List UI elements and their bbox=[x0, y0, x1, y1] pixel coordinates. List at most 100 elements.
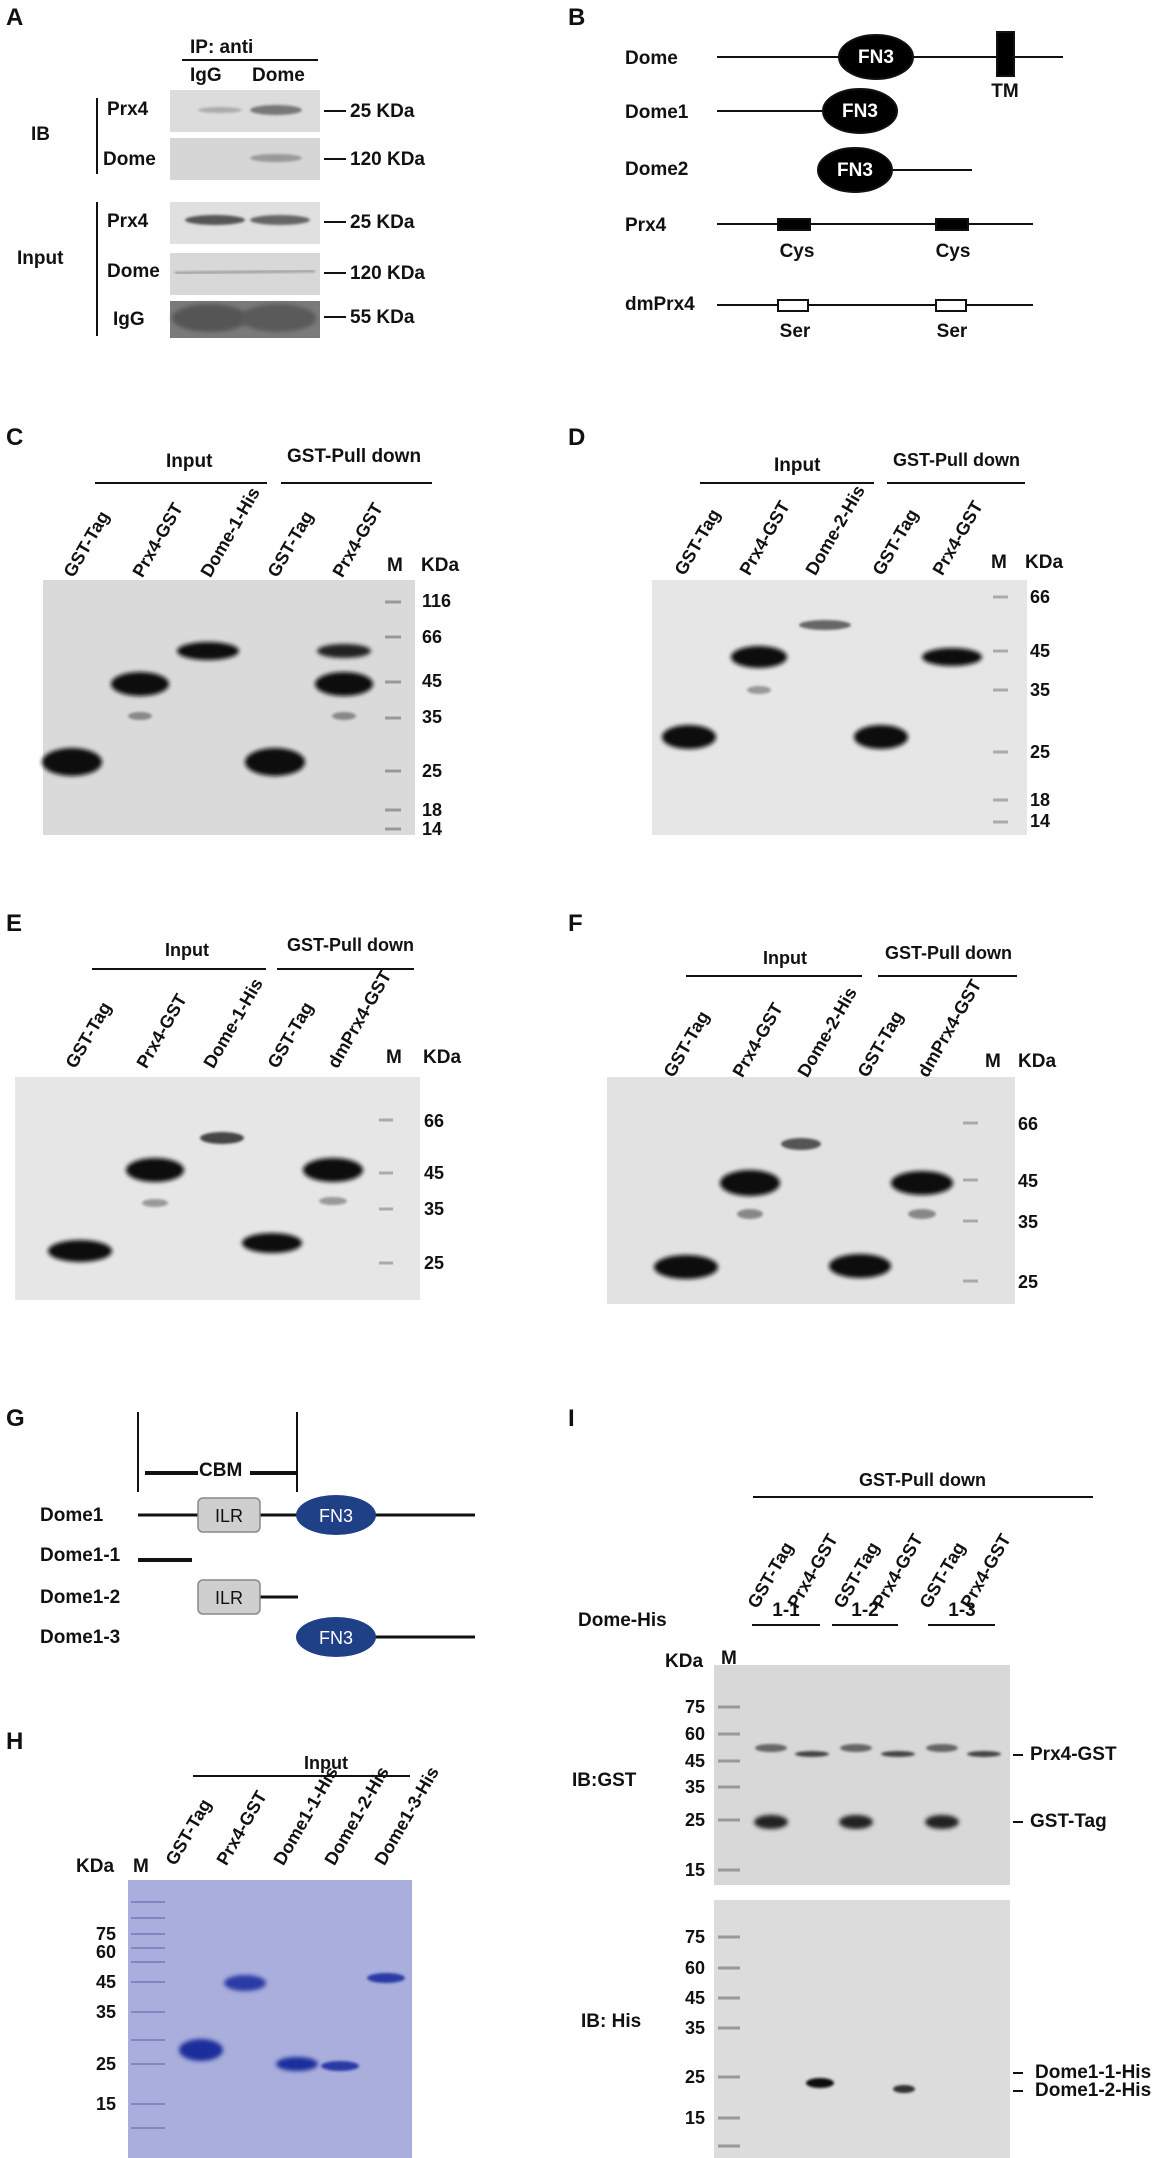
b-tm-label: TM bbox=[991, 81, 1019, 102]
b-cys-label: Cys bbox=[779, 241, 815, 262]
g-construct: Dome1 bbox=[40, 1505, 104, 1526]
c-marker: 45 bbox=[422, 671, 443, 691]
i-marker-top: 35 bbox=[685, 1777, 706, 1797]
b-fn3-label: FN3 bbox=[842, 101, 878, 122]
a-ip-header: IP: anti bbox=[190, 37, 254, 58]
i-pulldown-label: GST-Pull down bbox=[859, 1470, 986, 1490]
e-kda-label: KDa bbox=[423, 1047, 462, 1068]
a-lane-igg: IgG bbox=[190, 65, 222, 86]
i-m-label: M bbox=[721, 1648, 737, 1669]
gel-h bbox=[128, 1775, 412, 2158]
gel-d bbox=[652, 482, 1027, 835]
b-construct: Dome1 bbox=[625, 102, 689, 123]
h-marker: 25 bbox=[96, 2054, 117, 2074]
gel-f bbox=[607, 975, 1017, 1304]
a-row-label: IgG bbox=[113, 309, 145, 330]
i-band-label: Dome1-1-His bbox=[1035, 2062, 1152, 2083]
a-lane-dome: Dome bbox=[252, 65, 305, 86]
i-marker-bottom: 45 bbox=[685, 1988, 706, 2008]
f-marker: 25 bbox=[1018, 1272, 1039, 1292]
b-fn3-label: FN3 bbox=[837, 160, 873, 181]
h-marker: 15 bbox=[96, 2094, 117, 2114]
e-marker: 66 bbox=[424, 1111, 445, 1131]
panel-letter-a: A bbox=[6, 4, 24, 31]
d-kda-label: KDa bbox=[1025, 552, 1064, 573]
panel-letter-e: E bbox=[6, 910, 23, 937]
d-marker: 14 bbox=[1030, 811, 1051, 831]
d-marker: 25 bbox=[1030, 742, 1051, 762]
i-marker-bottom: 60 bbox=[685, 1958, 706, 1978]
b-ser-label: Ser bbox=[779, 321, 811, 342]
h-input-label: Input bbox=[304, 1753, 348, 1773]
e-marker: 45 bbox=[424, 1163, 445, 1183]
panel-letter-i: I bbox=[568, 1405, 575, 1432]
c-marker: 35 bbox=[422, 707, 443, 727]
i-marker-top: 15 bbox=[685, 1860, 706, 1880]
i-ib-his-label: IB: His bbox=[581, 2011, 642, 2032]
a-row-label: Prx4 bbox=[107, 99, 149, 120]
b-cys-label: Cys bbox=[935, 241, 971, 262]
g-construct: Dome1-2 bbox=[40, 1587, 121, 1608]
c-pulldown-label: GST-Pull down bbox=[287, 446, 422, 467]
i-dome-his-label: Dome-His bbox=[578, 1610, 667, 1631]
c-input-label: Input bbox=[166, 451, 213, 472]
b-ser-label: Ser bbox=[936, 321, 968, 342]
i-marker-top: 60 bbox=[685, 1724, 706, 1744]
i-marker-bottom: 35 bbox=[685, 2018, 706, 2038]
e-m-label: M bbox=[386, 1047, 402, 1068]
f-input-label: Input bbox=[763, 948, 807, 968]
h-marker: 75 bbox=[96, 1924, 117, 1944]
g-construct: Dome1-1 bbox=[40, 1545, 121, 1566]
gel-c bbox=[42, 482, 432, 835]
c-kda-label: KDa bbox=[421, 555, 460, 576]
panel-a-blots bbox=[96, 59, 346, 338]
f-kda-label: KDa bbox=[1018, 1051, 1057, 1072]
e-marker: 25 bbox=[424, 1253, 445, 1273]
g-ilr-label: ILR bbox=[214, 1588, 244, 1608]
g-fn3-label: FN3 bbox=[318, 1628, 354, 1648]
panel-b-schematic bbox=[717, 31, 1063, 312]
d-marker: 18 bbox=[1030, 790, 1051, 810]
blot-a-input-dome bbox=[170, 253, 320, 295]
a-row-label: Dome bbox=[103, 149, 156, 170]
h-m-label: M bbox=[133, 1856, 149, 1877]
i-marker-top: 25 bbox=[685, 1810, 706, 1830]
c-marker: 18 bbox=[422, 800, 443, 820]
i-marker-bottom: 15 bbox=[685, 2108, 706, 2128]
a-marker: 25 KDa bbox=[350, 101, 415, 122]
i-marker-top: 45 bbox=[685, 1751, 706, 1771]
h-kda-label: KDa bbox=[76, 1856, 115, 1877]
a-group-ib: IB bbox=[31, 124, 50, 145]
a-marker: 120 KDa bbox=[350, 263, 425, 284]
panel-letter-d: D bbox=[568, 424, 586, 451]
c-m-label: M bbox=[387, 555, 403, 576]
c-marker: 116 bbox=[422, 591, 452, 611]
i-marker-top: 75 bbox=[685, 1697, 706, 1717]
e-input-label: Input bbox=[165, 940, 209, 960]
g-ilr-label: ILR bbox=[214, 1506, 244, 1526]
b-construct: Dome bbox=[625, 48, 678, 69]
d-marker: 45 bbox=[1030, 641, 1051, 661]
i-ib-gst-label: IB:GST bbox=[572, 1770, 637, 1791]
a-group-input: Input bbox=[17, 248, 64, 269]
i-group-label: 1-3 bbox=[948, 1600, 976, 1621]
c-marker: 14 bbox=[422, 819, 443, 839]
g-fn3-label: FN3 bbox=[318, 1506, 354, 1526]
a-row-label: Dome bbox=[107, 261, 160, 282]
f-m-label: M bbox=[985, 1051, 1001, 1072]
a-marker: 55 KDa bbox=[350, 307, 415, 328]
i-marker-bottom: 25 bbox=[685, 2067, 706, 2087]
blot-i bbox=[714, 1496, 1093, 2158]
panel-letter-c: C bbox=[6, 424, 24, 451]
b-construct: Dome2 bbox=[625, 159, 689, 180]
i-marker-bottom: 75 bbox=[685, 1927, 706, 1947]
e-marker: 35 bbox=[424, 1199, 445, 1219]
e-pulldown-label: GST-Pull down bbox=[287, 935, 414, 955]
panel-letter-f: F bbox=[568, 910, 583, 937]
i-band-label: Dome1-2-His bbox=[1035, 2080, 1152, 2101]
d-input-label: Input bbox=[774, 455, 821, 476]
i-group-label: 1-2 bbox=[851, 1600, 879, 1621]
b-fn3-label: FN3 bbox=[858, 47, 894, 68]
g-cbm-label: CBM bbox=[199, 1460, 243, 1481]
